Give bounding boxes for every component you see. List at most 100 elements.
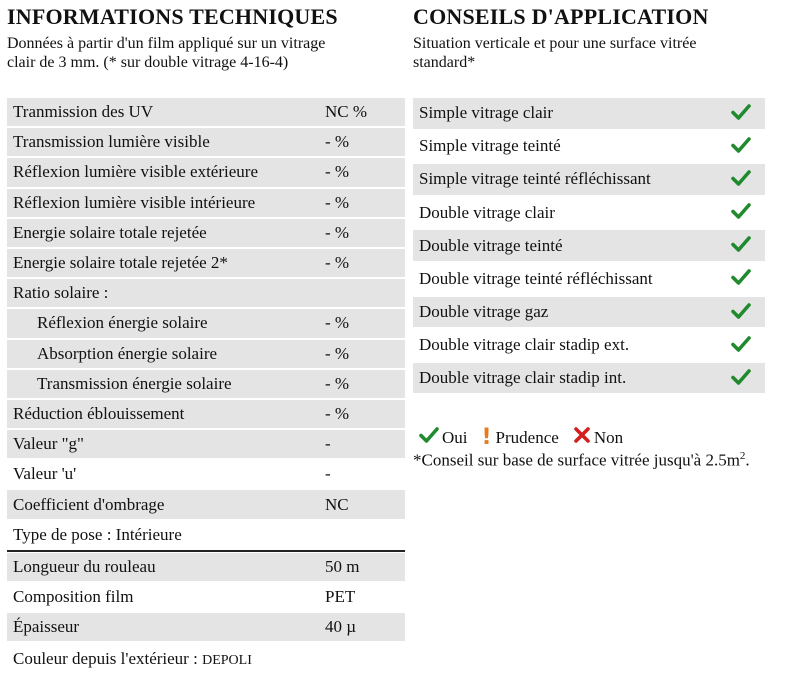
spec-row: Composition film PET — [7, 583, 405, 611]
spec-label: Coefficient d'ombrage — [13, 494, 165, 514]
check-icon — [731, 235, 751, 258]
spec-value: - % — [325, 253, 350, 273]
spec-row: Tranmission des UV NC % — [7, 98, 405, 127]
spec-label: Transmission lumière visible — [13, 132, 210, 152]
spec-value: - % — [325, 162, 350, 182]
film-color-label: Couleur depuis l'extérieur : — [13, 649, 203, 669]
spec-label: Type de pose : Intérieure — [13, 524, 182, 544]
legend-no-label: Non — [593, 427, 624, 447]
section-divider — [7, 549, 405, 552]
spec-table: Tranmission des UV NC % Transmission lumi… — [7, 98, 405, 669]
spec-value: - — [325, 434, 331, 454]
application-label: Double vitrage clair stadip int. — [419, 368, 627, 387]
application-row: Double vitrage clair stadip int. — [413, 362, 765, 394]
spec-label: Valeur "g" — [13, 434, 84, 454]
legend-caution: ! Prudence — [481, 424, 559, 450]
legend-no: Non — [573, 427, 623, 448]
spec-value: - % — [325, 403, 350, 423]
spec-label: Longueur du rouleau — [13, 556, 156, 576]
spec-row: Energie solaire totale rejetée - % — [7, 218, 405, 247]
spec-label: Réflexion énergie solaire — [37, 313, 208, 333]
spec-value: 40 µ — [325, 617, 357, 637]
spec-label: Épaisseur — [13, 617, 80, 637]
spec-label: Composition film — [13, 587, 134, 607]
exclamation-icon: ! — [481, 424, 492, 450]
application-label: Simple vitrage teinté réfléchissant — [419, 169, 651, 189]
spec-value: - % — [325, 313, 350, 333]
spec-label: Energie solaire totale rejetée — [13, 222, 207, 242]
surface-note-end: . — [745, 450, 750, 470]
spec-row: Type de pose : Intérieure — [7, 521, 405, 549]
legend-caution-label: Prudence — [495, 427, 559, 447]
application-advice-subtitle-line1: Situation verticale et pour une surface … — [413, 35, 697, 52]
application-advice-title: CONSEILS D'APPLICATION — [413, 4, 709, 29]
legend-yes-label: Oui — [442, 427, 468, 447]
application-row: Simple vitrage teinté réfléchissant — [413, 164, 765, 195]
spec-label: Absorption énergie solaire — [37, 343, 218, 363]
application-label: Double vitrage gaz — [419, 301, 549, 321]
check-icon — [731, 136, 751, 159]
application-label: Double vitrage teinté réfléchissant — [419, 268, 653, 288]
application-advice-section: CONSEILS D'APPLICATION Situation vertica… — [413, 4, 765, 470]
check-icon — [419, 426, 442, 449]
spec-row: Épaisseur 40 µ — [7, 613, 405, 642]
check-icon — [731, 302, 751, 325]
spec-value: - % — [325, 192, 350, 212]
application-row: Double vitrage clair stadip ext. — [413, 329, 765, 361]
spec-row: Réduction éblouissement - % — [7, 399, 405, 429]
technical-info-section: INFORMATIONS TECHNIQUES Données à partir… — [7, 4, 405, 668]
legend-yes: Oui — [419, 426, 468, 449]
application-row: Double vitrage clair — [413, 197, 765, 228]
spec-label: Réduction éblouissement — [13, 403, 185, 423]
check-icon — [731, 202, 751, 225]
application-label: Double vitrage teinté — [419, 235, 563, 255]
application-advice-subtitle: Situation verticale et pour une surface … — [413, 34, 765, 72]
spec-label: Transmission énergie solaire — [37, 373, 232, 393]
check-icon — [731, 169, 751, 192]
legend: Oui ! Prudence Non — [419, 426, 637, 449]
spec-label: Ratio solaire : — [13, 283, 109, 303]
spec-row: Energie solaire totale rejetée 2* - % — [7, 248, 405, 278]
spec-row: Valeur 'u' - — [7, 460, 405, 488]
application-row: Double vitrage teinté réfléchissant — [413, 263, 765, 294]
spec-value: - — [325, 464, 331, 484]
check-icon — [731, 368, 751, 391]
check-icon — [731, 268, 751, 291]
spec-value: - % — [325, 132, 350, 152]
spec-label: Réflexion lumière visible intérieure — [13, 192, 256, 212]
technical-info-subtitle-line2: clair de 3 mm. (* sur double vitrage 4-1… — [7, 54, 289, 71]
spec-label: Valeur 'u' — [13, 464, 77, 484]
check-icon — [731, 335, 751, 358]
spec-value: 50 m — [325, 556, 360, 576]
spec-value: - % — [325, 222, 350, 242]
surface-note-text: *Conseil sur base de surface vitrée jusq… — [413, 450, 740, 470]
surface-note-superscript: 2 — [739, 450, 746, 462]
spec-row: Absorption énergie solaire - % — [7, 339, 405, 368]
film-color-value: DEPOLI — [202, 653, 252, 669]
application-table: Simple vitrage clair Simple vitrage tein… — [413, 98, 765, 396]
application-label: Simple vitrage teinté — [419, 136, 561, 156]
spec-row: Réflexion lumière visible intérieure - % — [7, 188, 405, 217]
spec-row: Ratio solaire : — [7, 279, 405, 308]
spec-row: Transmission énergie solaire - % — [7, 369, 405, 398]
application-row: Double vitrage teinté — [413, 230, 765, 261]
application-advice-subtitle-line2: standard* — [413, 54, 476, 71]
spec-row: Réflexion énergie solaire - % — [7, 309, 405, 338]
surface-note: *Conseil sur base de surface vitrée jusq… — [413, 450, 750, 471]
application-row: Simple vitrage teinté — [413, 131, 765, 162]
cross-icon — [573, 427, 594, 448]
spec-label: Réflexion lumière visible extérieure — [13, 162, 258, 182]
spec-value: NC % — [325, 102, 368, 122]
check-icon — [731, 103, 751, 126]
spec-label: Tranmission des UV — [13, 102, 154, 122]
spec-row: Transmission lumière visible - % — [7, 128, 405, 157]
application-label: Double vitrage clair — [419, 202, 555, 222]
spec-value: PET — [325, 587, 356, 607]
spec-label: Energie solaire totale rejetée 2* — [13, 253, 228, 273]
technical-info-subtitle-line1: Données à partir d'un film appliqué sur … — [7, 35, 326, 52]
application-row: Simple vitrage clair — [413, 98, 765, 129]
application-label: Simple vitrage clair — [419, 103, 554, 123]
spec-row: Longueur du rouleau 50 m — [7, 552, 405, 581]
spec-row: Coefficient d'ombrage NC — [7, 490, 405, 519]
application-label: Double vitrage clair stadip ext. — [419, 334, 630, 354]
